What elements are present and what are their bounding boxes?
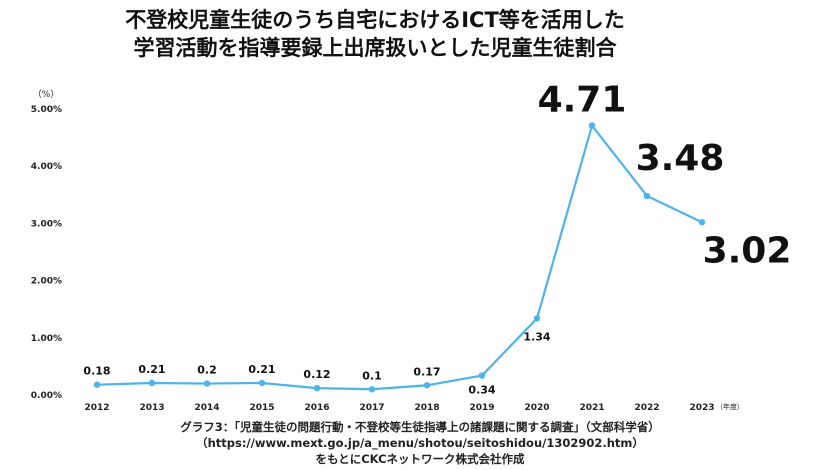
data-point bbox=[423, 382, 431, 389]
data-label: 0.17 bbox=[413, 365, 440, 378]
data-point bbox=[643, 192, 651, 200]
caption-line-2: （https://www.mext.go.jp/a_menu/shotou/se… bbox=[196, 436, 644, 450]
x-axis-unit-label: （年度） bbox=[716, 402, 744, 411]
y-tick-label: 5.00% bbox=[31, 105, 62, 115]
data-point bbox=[368, 386, 376, 393]
data-point bbox=[698, 219, 706, 226]
y-tick-label: 2.00% bbox=[31, 277, 62, 287]
data-point bbox=[93, 381, 101, 388]
caption-line-3: をもとにCKCネットワーク株式会社作成 bbox=[315, 452, 525, 466]
y-tick-label: 1.00% bbox=[31, 334, 62, 344]
data-point bbox=[313, 384, 321, 392]
data-label: 0.1 bbox=[362, 369, 382, 382]
x-tick-label: 2017 bbox=[359, 403, 384, 413]
data-label: 0.18 bbox=[83, 365, 110, 378]
y-tick-label: 3.00% bbox=[31, 219, 62, 229]
x-tick-label: 2022 bbox=[634, 403, 659, 413]
data-label: 0.21 bbox=[248, 363, 275, 376]
data-point bbox=[148, 379, 156, 387]
data-label: 0.34 bbox=[468, 384, 495, 397]
data-point bbox=[588, 122, 596, 129]
data-label: 3.48 bbox=[636, 138, 725, 179]
x-tick-label: 2021 bbox=[579, 403, 604, 413]
x-tick-label: 2019 bbox=[469, 403, 494, 413]
data-label: 3.02 bbox=[703, 230, 792, 271]
data-label: 1.34 bbox=[523, 330, 550, 343]
data-point bbox=[478, 372, 486, 379]
chart-title-line-2: 学習活動を指導要録上出席扱いとした児童生徒割合 bbox=[133, 36, 617, 60]
chart-title-line-1: 不登校児童生徒のうち自宅におけるICT等を活用した bbox=[125, 8, 625, 32]
data-label: 0.21 bbox=[138, 363, 165, 376]
x-tick-label: 2018 bbox=[414, 403, 439, 413]
series-line bbox=[96, 124, 703, 391]
data-point bbox=[533, 315, 541, 322]
data-label: 0.2 bbox=[197, 364, 217, 377]
data-point bbox=[203, 380, 211, 387]
y-axis-unit-label: （%） bbox=[33, 89, 60, 100]
x-tick-label: 2023 bbox=[689, 403, 714, 413]
chart-caption: グラフ3：「児童生徒の問題行動・不登校等生徒指導上の諸課題に関する調査」（文部科… bbox=[0, 419, 840, 467]
y-tick-label: 4.00% bbox=[31, 162, 62, 172]
x-tick-label: 2016 bbox=[304, 403, 329, 413]
data-label: 0.12 bbox=[303, 368, 330, 381]
x-tick-label: 2015 bbox=[249, 403, 274, 413]
x-tick-label: 2012 bbox=[84, 403, 109, 413]
x-tick-label: 2013 bbox=[139, 403, 164, 413]
y-tick-label: 0.00% bbox=[31, 391, 62, 401]
data-point bbox=[258, 379, 266, 387]
x-tick-label: 2020 bbox=[524, 403, 549, 413]
caption-line-1: グラフ3：「児童生徒の問題行動・不登校等生徒指導上の諸課題に関する調査」（文部科… bbox=[180, 420, 660, 434]
data-label: 4.71 bbox=[538, 80, 627, 121]
chart-title: 不登校児童生徒のうち自宅におけるICT等を活用した 学習活動を指導要録上出席扱い… bbox=[0, 6, 750, 62]
x-tick-label: 2014 bbox=[194, 403, 219, 413]
